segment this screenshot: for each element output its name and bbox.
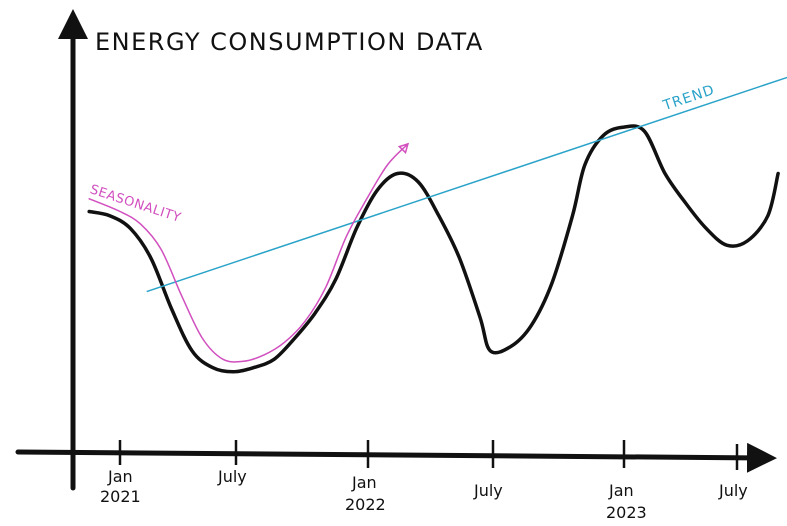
tick-label-jan-2021: Jan: [107, 467, 133, 486]
tick-label-july-2021: July: [217, 467, 247, 486]
energy-consumption-line: [87, 124, 780, 374]
tick-label-jan-2023: Jan: [608, 481, 634, 500]
trend-label: TREND: [660, 82, 717, 114]
seasonality-arrowhead: [397, 142, 409, 155]
tick-label-2022: 2022: [345, 495, 386, 514]
chart-title: ENERGY CONSUMPTION DATA: [95, 28, 484, 56]
seasonality-line: [88, 143, 409, 363]
trend-line: [146, 76, 787, 293]
x-tick-labels: Jan 2021 July Jan 2022 July Jan 2023 Jul…: [100, 467, 748, 522]
x-ticks: [118, 440, 739, 470]
x-axis: [15, 442, 777, 473]
tick-label-july-2023: July: [718, 481, 748, 500]
tick-label-jan-2022: Jan: [351, 473, 377, 492]
tick-label-2023: 2023: [606, 503, 647, 522]
tick-label-july-2022: July: [473, 481, 503, 500]
tick-label-2021: 2021: [100, 487, 141, 506]
